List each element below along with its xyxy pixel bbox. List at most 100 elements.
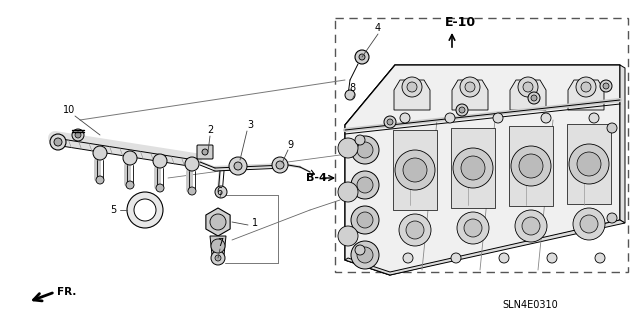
Circle shape bbox=[453, 148, 493, 188]
Circle shape bbox=[395, 150, 435, 190]
Circle shape bbox=[581, 82, 591, 92]
Circle shape bbox=[54, 138, 62, 146]
Circle shape bbox=[531, 95, 537, 101]
Circle shape bbox=[569, 144, 609, 184]
Text: SLN4E0310: SLN4E0310 bbox=[502, 300, 558, 310]
Text: B-4: B-4 bbox=[306, 173, 327, 183]
Text: 3: 3 bbox=[247, 120, 253, 130]
Circle shape bbox=[493, 113, 503, 123]
Circle shape bbox=[338, 182, 358, 202]
Circle shape bbox=[359, 54, 365, 60]
Circle shape bbox=[276, 161, 284, 169]
Circle shape bbox=[607, 213, 617, 223]
Circle shape bbox=[384, 116, 396, 128]
Circle shape bbox=[75, 132, 81, 138]
Circle shape bbox=[607, 123, 617, 133]
Circle shape bbox=[407, 82, 417, 92]
Circle shape bbox=[547, 253, 557, 263]
Text: 4: 4 bbox=[375, 23, 381, 33]
Text: 10: 10 bbox=[63, 105, 75, 115]
Circle shape bbox=[357, 142, 373, 158]
Circle shape bbox=[600, 80, 612, 92]
Text: E-10: E-10 bbox=[445, 16, 476, 28]
Polygon shape bbox=[510, 80, 546, 110]
Polygon shape bbox=[210, 236, 226, 255]
Text: 6: 6 bbox=[216, 187, 222, 197]
Circle shape bbox=[465, 82, 475, 92]
Circle shape bbox=[357, 177, 373, 193]
Circle shape bbox=[211, 251, 225, 265]
Circle shape bbox=[459, 107, 465, 113]
Circle shape bbox=[210, 214, 226, 230]
Circle shape bbox=[50, 134, 66, 150]
Circle shape bbox=[338, 226, 358, 246]
Polygon shape bbox=[394, 80, 430, 110]
Circle shape bbox=[445, 113, 455, 123]
Circle shape bbox=[134, 199, 156, 221]
Text: 9: 9 bbox=[287, 140, 293, 150]
Text: 8: 8 bbox=[349, 83, 355, 93]
Circle shape bbox=[127, 192, 163, 228]
Circle shape bbox=[355, 135, 365, 145]
Circle shape bbox=[511, 146, 551, 186]
Text: 2: 2 bbox=[207, 125, 213, 135]
Polygon shape bbox=[345, 65, 395, 275]
Circle shape bbox=[403, 158, 427, 182]
Circle shape bbox=[528, 92, 540, 104]
Circle shape bbox=[576, 77, 596, 97]
Circle shape bbox=[577, 152, 601, 176]
Circle shape bbox=[351, 171, 379, 199]
Polygon shape bbox=[206, 208, 230, 236]
Circle shape bbox=[351, 241, 379, 269]
Circle shape bbox=[93, 146, 107, 160]
Circle shape bbox=[211, 239, 225, 253]
Polygon shape bbox=[509, 126, 553, 206]
Circle shape bbox=[351, 136, 379, 164]
Circle shape bbox=[351, 206, 379, 234]
Circle shape bbox=[72, 129, 84, 141]
Circle shape bbox=[541, 113, 551, 123]
Circle shape bbox=[499, 253, 509, 263]
Circle shape bbox=[357, 212, 373, 228]
Circle shape bbox=[188, 187, 196, 195]
Circle shape bbox=[515, 210, 547, 242]
Circle shape bbox=[399, 214, 431, 246]
Text: 7: 7 bbox=[217, 238, 223, 248]
Circle shape bbox=[123, 151, 137, 165]
Circle shape bbox=[464, 219, 482, 237]
Circle shape bbox=[338, 138, 358, 158]
Circle shape bbox=[387, 119, 393, 125]
Polygon shape bbox=[620, 65, 625, 223]
Circle shape bbox=[460, 77, 480, 97]
Circle shape bbox=[589, 113, 599, 123]
Circle shape bbox=[406, 221, 424, 239]
Polygon shape bbox=[393, 130, 437, 210]
Polygon shape bbox=[451, 128, 495, 208]
Circle shape bbox=[355, 50, 369, 64]
Circle shape bbox=[185, 157, 199, 171]
FancyBboxPatch shape bbox=[197, 145, 213, 159]
Circle shape bbox=[345, 90, 355, 100]
Polygon shape bbox=[345, 65, 620, 125]
Polygon shape bbox=[452, 80, 488, 110]
Circle shape bbox=[355, 245, 365, 255]
Circle shape bbox=[215, 186, 227, 198]
Circle shape bbox=[229, 157, 247, 175]
Circle shape bbox=[523, 82, 533, 92]
Circle shape bbox=[403, 253, 413, 263]
Circle shape bbox=[215, 255, 221, 261]
Circle shape bbox=[580, 215, 598, 233]
Circle shape bbox=[96, 176, 104, 184]
Circle shape bbox=[126, 181, 134, 189]
Circle shape bbox=[573, 208, 605, 240]
Circle shape bbox=[400, 113, 410, 123]
Polygon shape bbox=[567, 124, 611, 204]
Circle shape bbox=[603, 83, 609, 89]
Polygon shape bbox=[568, 80, 604, 110]
Polygon shape bbox=[345, 220, 625, 275]
Circle shape bbox=[456, 104, 468, 116]
Text: FR.: FR. bbox=[57, 287, 76, 297]
Circle shape bbox=[234, 162, 242, 170]
Circle shape bbox=[522, 217, 540, 235]
Circle shape bbox=[272, 157, 288, 173]
